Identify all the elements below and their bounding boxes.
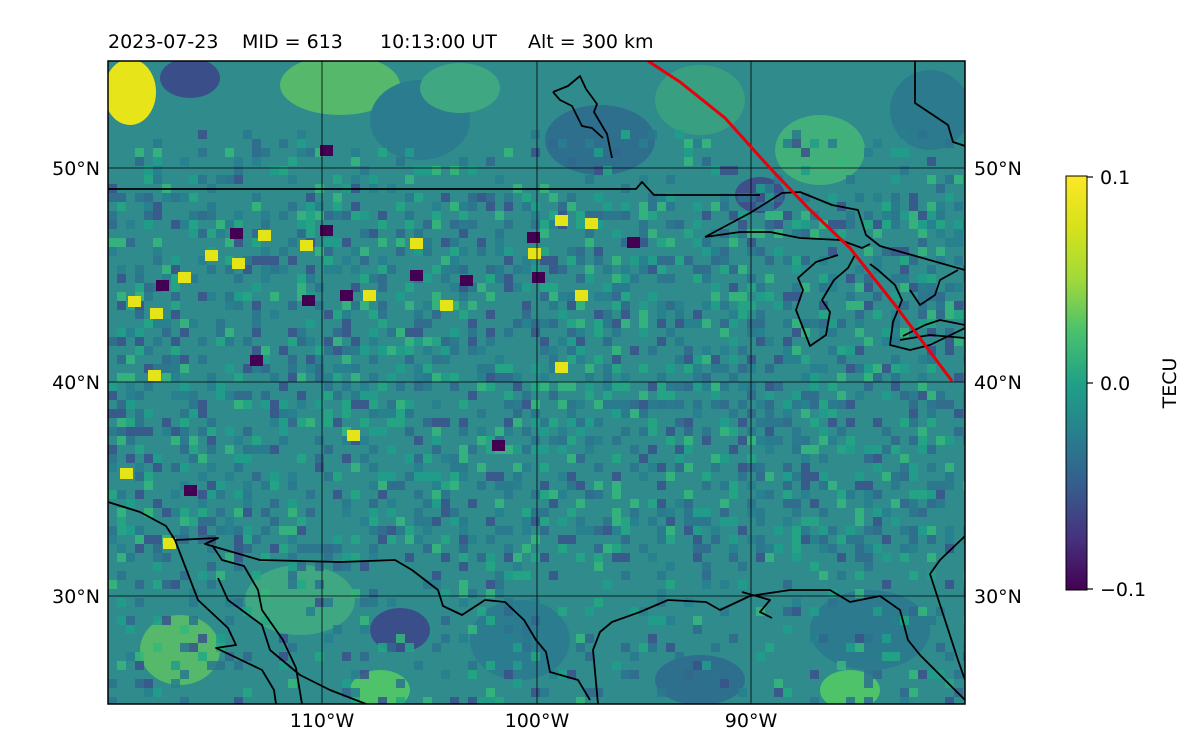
gulf-of-california-coast [217,577,367,704]
baja-california-coast [174,539,277,704]
sonora-coast [211,544,303,704]
lat-labels-left: 50°N 40°N 30°N [52,158,100,608]
gulf-of-mexico-coast [592,589,965,704]
colorbar-label: TECU [1159,358,1181,410]
lat-label-30n-right: 30°N [974,586,1022,608]
lon-label-100w: 100°W [505,710,570,732]
lake-huron-erie-shore [869,263,965,351]
georgian-bay-shore [909,269,959,306]
mississippi-delta [741,591,773,619]
map-frame [107,60,966,705]
lon-label-110w: 110°W [290,710,355,732]
lat-label-50n-left: 50°N [52,158,100,180]
colorbar-gradient [1065,175,1088,591]
title-date: 2023-07-23 [108,31,218,53]
title-mid: MID = 613 [242,31,343,53]
colorbar: 0.1 0.0 −0.1 TECU [1065,167,1181,601]
colorbar-tick-label-min: −0.1 [1100,579,1146,601]
title-time: 10:13:00 UT [380,31,497,53]
figure-title: 2023-07-23 MID = 613 10:13:00 UT Alt = 3… [108,31,654,53]
graticule [108,61,965,704]
map-area [108,61,965,704]
hudson-bay-coast [552,75,613,159]
lon-labels: 110°W 100°W 90°W [290,710,778,732]
satellite-track [647,61,954,382]
florida-coast [929,535,965,681]
colorbar-ticks [1087,176,1093,590]
coastlines-borders [108,61,965,704]
lat-label-40n-right: 40°N [974,372,1022,394]
lon-label-90w: 90°W [725,710,778,732]
us-canada-border [108,181,760,196]
lat-label-50n-right: 50°N [974,158,1022,180]
lat-labels-right: 50°N 40°N 30°N [974,158,1022,608]
lat-label-30n-left: 30°N [52,586,100,608]
tec-pixel-field [108,130,965,704]
labrador-coast [914,61,965,147]
colorbar-tick-label-max: 0.1 [1100,167,1130,189]
lake-superior-shore [704,191,965,271]
lake-michigan-shore [795,254,856,347]
lake-superior-south-shore [704,231,871,249]
title-altitude: Alt = 300 km [528,31,654,53]
colorbar-tick-label-zero: 0.0 [1100,373,1130,395]
lat-label-40n-left: 40°N [52,372,100,394]
us-mexico-border [108,501,591,701]
